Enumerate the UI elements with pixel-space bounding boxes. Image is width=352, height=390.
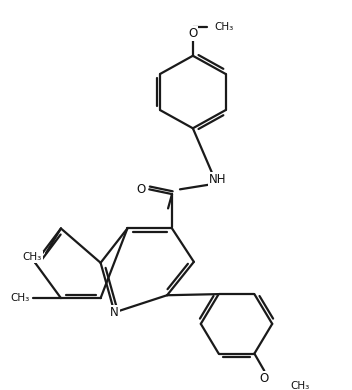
Text: CH₃: CH₃ [215, 22, 234, 32]
Text: O: O [260, 372, 269, 385]
Text: O: O [188, 27, 197, 40]
Text: CH₃: CH₃ [10, 293, 29, 303]
Text: N: N [110, 306, 119, 319]
Text: O: O [137, 183, 146, 196]
Text: NH: NH [209, 173, 226, 186]
Text: CH₃: CH₃ [290, 381, 309, 390]
Text: CH₃: CH₃ [23, 252, 42, 262]
